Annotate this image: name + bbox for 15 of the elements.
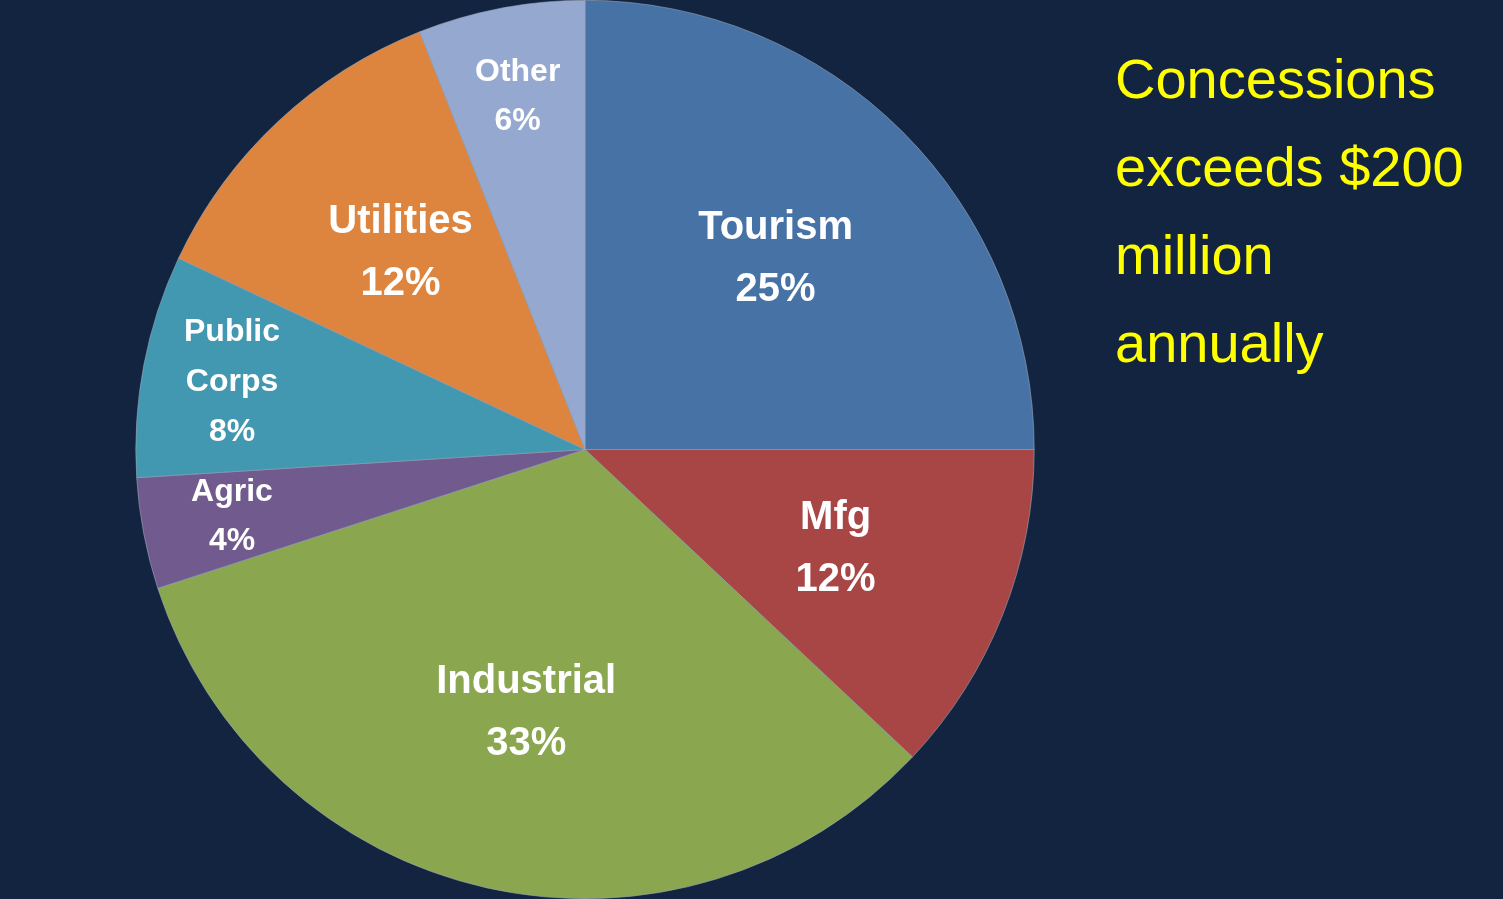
data-label: 12% (360, 259, 441, 304)
text: Concessions exceeds $200 million annually (1115, 46, 1465, 376)
data-label: 12% (795, 554, 876, 599)
slice-label: Mfg (800, 492, 872, 537)
slice-label: Public Corps (184, 312, 281, 398)
data-label: 8% (208, 411, 256, 448)
slice-label: Agric (191, 471, 273, 508)
slice-label: Tourism (698, 202, 853, 247)
data-label: 33% (486, 718, 567, 763)
slice-label: Utilities (328, 197, 473, 242)
slice-label: Industrial (436, 656, 617, 701)
data-label: 4% (208, 521, 256, 558)
data-label: 6% (494, 101, 541, 138)
data-label: 25% (735, 264, 816, 309)
slice-label: Other (474, 51, 561, 88)
